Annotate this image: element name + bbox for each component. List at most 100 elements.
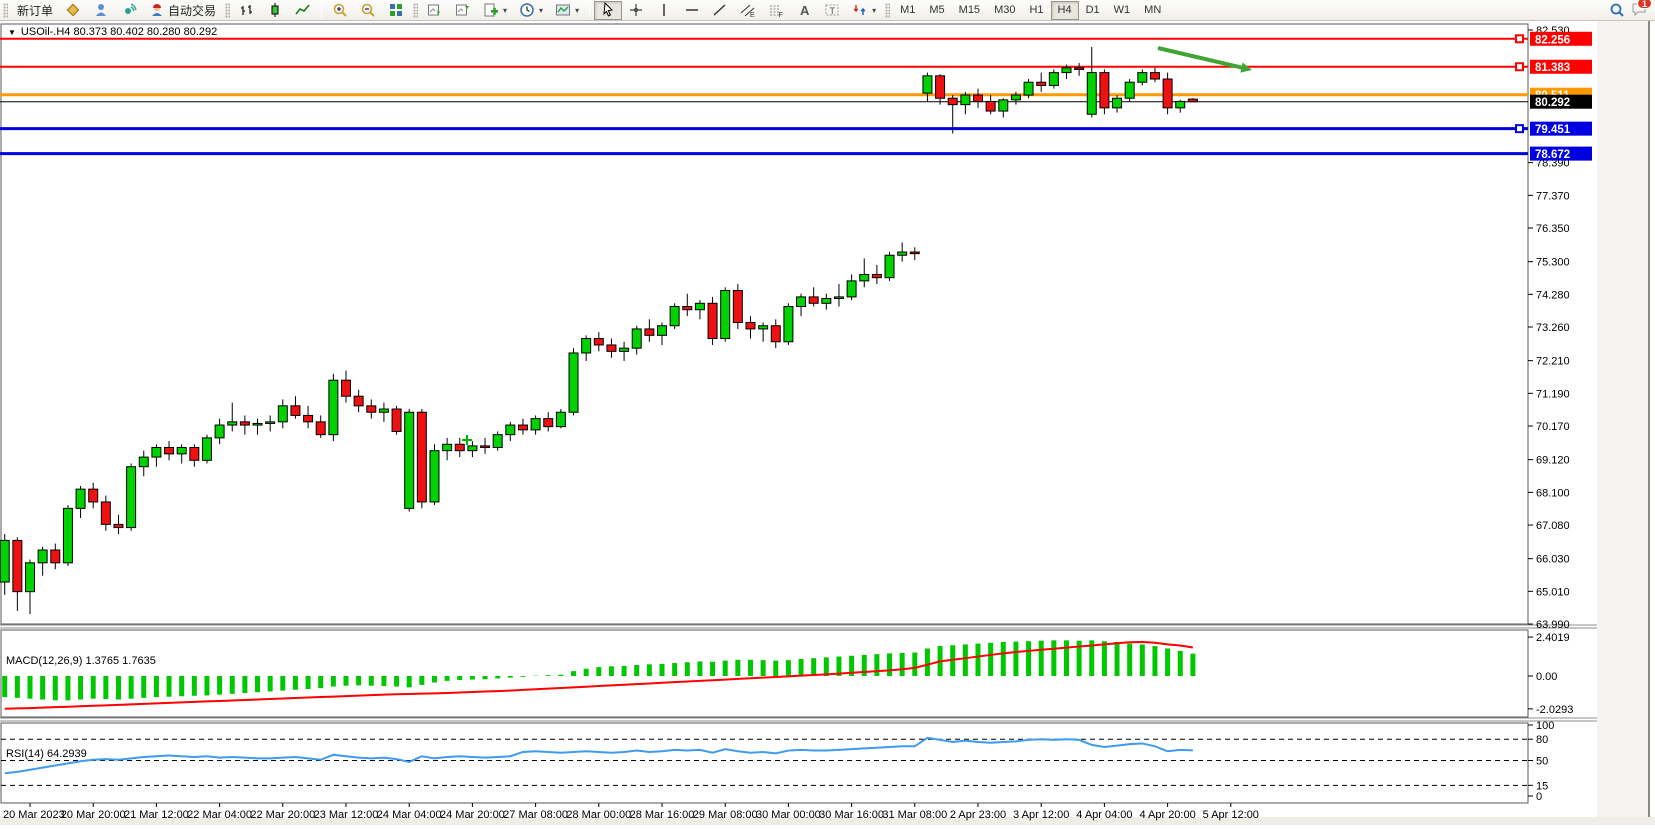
time-axis-label[interactable]: 28 Mar 16:00 <box>630 809 695 821</box>
timeframe-m30-button[interactable]: M30 <box>994 4 1016 16</box>
trend-arrow-object[interactable] <box>1157 46 1243 70</box>
chart-shift-button[interactable] <box>449 1 477 20</box>
time-axis-label[interactable]: 20 Mar 2023 <box>3 809 65 821</box>
bull-candle <box>859 273 870 282</box>
price-axis-label[interactable]: 68.100 <box>1536 487 1570 499</box>
trendline-button[interactable] <box>706 1 734 20</box>
text-label-button[interactable]: T <box>818 1 846 20</box>
timeframe-h1-button[interactable]: H1 <box>1029 4 1044 16</box>
bull-candle <box>138 456 149 468</box>
trend-arrow-head[interactable] <box>1240 62 1252 73</box>
bear-candle <box>682 306 693 311</box>
zoom-out-button[interactable] <box>354 1 382 20</box>
timeframe-d1-button[interactable]: D1 <box>1085 4 1100 16</box>
signals-button[interactable] <box>115 1 143 20</box>
bull-candle <box>75 488 86 509</box>
price-axis-label[interactable]: 77.370 <box>1536 190 1570 202</box>
price-axis-label[interactable]: 73.260 <box>1536 322 1570 334</box>
plus-marker-object[interactable] <box>462 435 472 445</box>
price-axis-label[interactable]: 65.010 <box>1536 586 1570 598</box>
arrows-button[interactable]: ▾ <box>846 1 882 20</box>
auto-scroll-button[interactable] <box>421 1 449 20</box>
price-axis-label[interactable]: 69.120 <box>1536 455 1570 467</box>
time-axis-label[interactable]: 28 Mar 00:00 <box>566 809 631 821</box>
price-badge-label: 81.383 <box>1535 62 1570 74</box>
zoom-in-button[interactable] <box>326 1 354 20</box>
time-axis-label[interactable]: 29 Mar 08:00 <box>693 809 758 821</box>
bar-chart-button[interactable] <box>233 1 261 20</box>
equidistant-channel-icon: E <box>740 4 755 18</box>
templates-button[interactable]: ▾ <box>549 1 585 20</box>
bear-candle <box>315 421 326 436</box>
price-axis-label[interactable]: 75.300 <box>1536 257 1570 269</box>
bear-candle <box>871 273 882 279</box>
chat-button[interactable]: 1 <box>1631 0 1652 20</box>
timeframe-m15-button[interactable]: M15 <box>958 4 981 16</box>
dropdown-caret-icon[interactable]: ▾ <box>539 5 544 15</box>
dropdown-caret-icon[interactable]: ▾ <box>872 5 877 15</box>
horizontal-line-button[interactable] <box>678 1 706 20</box>
timeframe-w1-button[interactable]: W1 <box>1113 4 1131 16</box>
templates-icon <box>556 4 571 16</box>
price-axis-label[interactable]: 72.210 <box>1536 356 1570 368</box>
toolbar-grip <box>225 2 231 18</box>
market-button[interactable] <box>59 1 87 20</box>
time-axis-label[interactable]: 2 Apr 23:00 <box>950 809 1006 821</box>
time-axis-label[interactable]: 20 Mar 20:00 <box>61 809 126 821</box>
price-axis-label[interactable]: 66.030 <box>1536 554 1570 566</box>
timeframe-h4-button[interactable]: H4 <box>1050 0 1079 20</box>
time-axis-label[interactable]: 22 Mar 20:00 <box>250 809 315 821</box>
time-axis-label[interactable]: 31 Mar 08:00 <box>882 809 947 821</box>
community-button[interactable] <box>87 1 115 20</box>
equidistant-channel-button[interactable]: E <box>734 1 762 20</box>
main-panel-border <box>0 23 1529 625</box>
candlestick-button[interactable] <box>261 1 289 20</box>
crosshair-button[interactable] <box>622 1 650 20</box>
price-axis-label[interactable]: 63.990 <box>1536 619 1570 631</box>
time-axis-label[interactable]: 30 Mar 00:00 <box>756 809 821 821</box>
time-axis-label[interactable]: 24 Mar 20:00 <box>440 809 505 821</box>
time-axis-label[interactable]: 24 Mar 04:00 <box>377 809 442 821</box>
price-axis-label[interactable]: 70.170 <box>1536 421 1570 433</box>
dropdown-caret-icon[interactable]: ▾ <box>575 5 580 15</box>
new-order-button[interactable]: 新订单 <box>17 3 54 18</box>
price-axis-label[interactable]: 71.190 <box>1536 388 1570 400</box>
time-axis-label[interactable]: 4 Apr 04:00 <box>1076 809 1132 821</box>
timeframe-mn-button[interactable]: MN <box>1144 4 1162 16</box>
price-axis-label[interactable]: 67.080 <box>1536 520 1570 532</box>
rsi-axis-label: 100 <box>1536 720 1554 732</box>
price-badge-label: 79.451 <box>1535 124 1571 136</box>
cursor-button[interactable] <box>594 0 623 20</box>
text-button[interactable]: A <box>790 1 818 20</box>
bear-candle <box>707 302 718 340</box>
time-axis-label[interactable]: 4 Apr 20:00 <box>1139 809 1195 821</box>
line-chart-button[interactable] <box>289 1 317 20</box>
time-axis-label[interactable]: 22 Mar 04:00 <box>187 809 252 821</box>
time-axis-label[interactable]: 3 Apr 12:00 <box>1013 809 1069 821</box>
dropdown-caret-icon[interactable]: ▾ <box>503 5 508 15</box>
line-handle[interactable] <box>1515 124 1524 134</box>
price-axis-label[interactable]: 78.390 <box>1536 158 1570 170</box>
time-axis-label[interactable]: 5 Apr 12:00 <box>1203 809 1259 821</box>
timeframe-m5-button[interactable]: M5 <box>929 4 945 16</box>
rsi-line <box>4 736 1193 775</box>
line-handle[interactable] <box>1515 34 1524 44</box>
price-axis-label[interactable]: 76.350 <box>1536 223 1570 235</box>
periods-clock-button[interactable]: ▾ <box>513 1 549 20</box>
tile-windows-button[interactable] <box>382 1 410 20</box>
time-axis-label[interactable]: 30 Mar 16:00 <box>819 809 884 821</box>
auto-trading-button[interactable]: 自动交易 <box>143 1 222 20</box>
vertical-line-button[interactable] <box>650 1 678 20</box>
bull-candle <box>227 421 238 426</box>
time-axis-label[interactable]: 21 Mar 12:00 <box>124 809 189 821</box>
new-chart-button[interactable]: ▾ <box>477 1 513 20</box>
timeframe-m1-button[interactable]: M1 <box>900 4 916 16</box>
toolbar-grip <box>413 2 419 18</box>
time-axis-label[interactable]: 23 Mar 12:00 <box>314 809 379 821</box>
line-handle[interactable] <box>1515 62 1524 72</box>
search-button[interactable] <box>1603 1 1631 20</box>
time-axis-label[interactable]: 27 Mar 08:00 <box>503 809 568 821</box>
price-axis-label[interactable]: 74.280 <box>1536 289 1570 301</box>
fibonacci-button[interactable]: F <box>762 1 790 20</box>
bull-candle <box>555 411 566 428</box>
